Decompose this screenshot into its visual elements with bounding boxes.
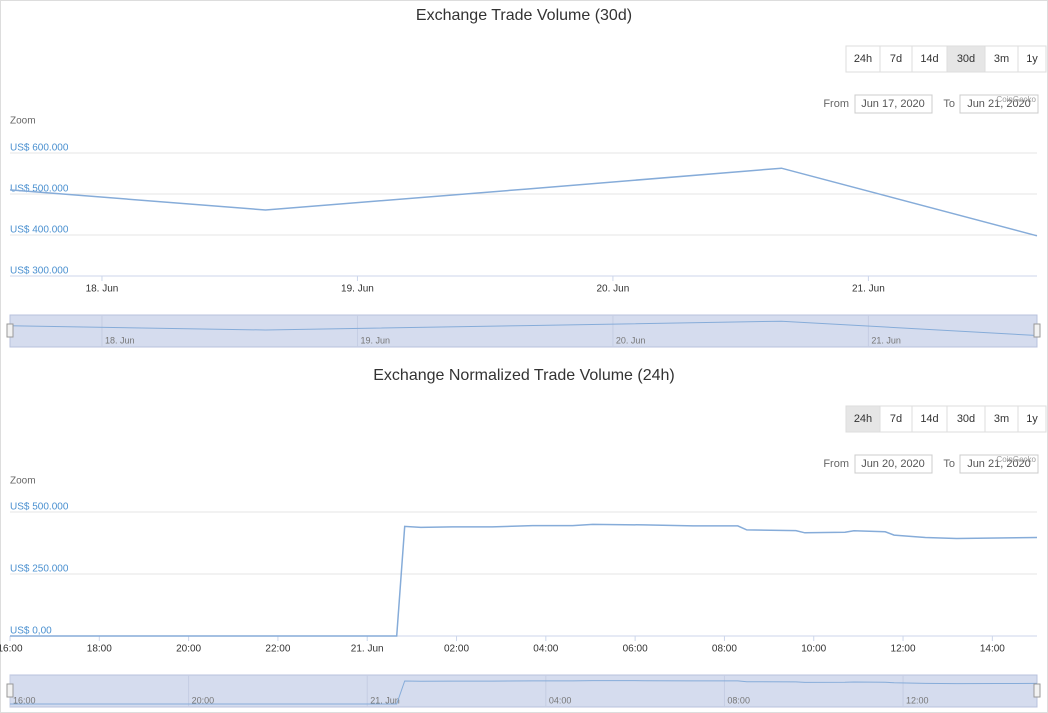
to-value[interactable]: Jun 21, 2020 xyxy=(967,458,1031,470)
navigator-band xyxy=(9,314,1038,348)
series-line xyxy=(10,523,1038,637)
navigator-handle[interactable] xyxy=(6,323,14,338)
x-tick-label: 19. Jun xyxy=(341,284,374,295)
navigator-label: 18. Jun xyxy=(105,335,135,345)
navigator-label: 04:00 xyxy=(549,695,572,705)
from-input[interactable] xyxy=(854,454,933,474)
watermark: CoinGecko xyxy=(996,455,1036,464)
from-input[interactable] xyxy=(854,94,933,114)
range-button-label[interactable]: 7d xyxy=(890,53,902,65)
x-tick-label: 18:00 xyxy=(87,644,112,655)
x-tick-label: 16:00 xyxy=(0,644,23,655)
x-tick-label: 08:00 xyxy=(712,644,737,655)
y-tick-label: US$ 500.000 xyxy=(10,502,69,513)
chart-title: Exchange Normalized Trade Volume (24h) xyxy=(373,367,675,384)
range-button-label[interactable]: 3m xyxy=(994,413,1009,425)
range-button[interactable] xyxy=(1017,405,1047,433)
zoom-label: Zoom xyxy=(10,476,36,487)
x-tick-label: 14:00 xyxy=(980,644,1005,655)
x-tick-label: 06:00 xyxy=(623,644,648,655)
x-tick-label: 21. Jun xyxy=(852,284,885,295)
zoom-label: Zoom xyxy=(10,116,36,127)
x-tick-label: 18. Jun xyxy=(86,284,119,295)
range-button[interactable] xyxy=(946,45,986,73)
to-input[interactable] xyxy=(959,454,1039,474)
range-button-label[interactable]: 7d xyxy=(890,413,902,425)
navigator-handle[interactable] xyxy=(6,683,14,698)
navigator-handle[interactable] xyxy=(1033,683,1041,698)
range-button-label[interactable]: 14d xyxy=(920,53,938,65)
series-line xyxy=(9,167,1038,237)
navigator-label: 20. Jun xyxy=(616,335,646,345)
range-button-label[interactable]: 3m xyxy=(994,53,1009,65)
from-label: From xyxy=(823,98,849,110)
navigator-label: 16:00 xyxy=(13,695,36,705)
navigator-handle[interactable] xyxy=(1033,323,1041,338)
range-button-label[interactable]: 14d xyxy=(920,413,938,425)
to-input[interactable] xyxy=(959,94,1039,114)
x-tick-label: 21. Jun xyxy=(351,644,384,655)
range-button-label[interactable]: 1y xyxy=(1026,53,1038,65)
navigator-label: 20:00 xyxy=(192,695,215,705)
y-tick-label: US$ 600.000 xyxy=(10,143,69,154)
to-value[interactable]: Jun 21, 2020 xyxy=(967,98,1031,110)
navigator-label: 12:00 xyxy=(906,695,929,705)
y-tick-label: US$ 250.000 xyxy=(10,564,69,575)
to-label: To xyxy=(943,458,955,470)
y-tick-label: US$ 0,00 xyxy=(10,626,52,637)
from-value[interactable]: Jun 17, 2020 xyxy=(861,98,925,110)
range-button[interactable] xyxy=(984,45,1019,73)
x-tick-label: 22:00 xyxy=(265,644,290,655)
y-tick-label: US$ 400.000 xyxy=(10,225,69,236)
range-button[interactable] xyxy=(984,405,1019,433)
navigator-label: 08:00 xyxy=(727,695,750,705)
y-tick-label: US$ 300.000 xyxy=(10,266,69,277)
navigator-label: 19. Jun xyxy=(360,335,390,345)
x-tick-label: 04:00 xyxy=(533,644,558,655)
navigator-label: 21. Jun xyxy=(370,695,400,705)
range-button[interactable] xyxy=(845,45,881,73)
chart-title: Exchange Trade Volume (30d) xyxy=(416,7,632,24)
navigator-band xyxy=(9,674,1038,708)
from-label: From xyxy=(823,458,849,470)
navigator-label: 21. Jun xyxy=(871,335,901,345)
x-tick-label: 10:00 xyxy=(801,644,826,655)
from-value[interactable]: Jun 20, 2020 xyxy=(861,458,925,470)
navigator-line xyxy=(9,320,1038,336)
range-button[interactable] xyxy=(1017,45,1047,73)
range-button-label[interactable]: 30d xyxy=(957,413,975,425)
range-button-label[interactable]: 30d xyxy=(957,53,975,65)
range-button-label[interactable]: 24h xyxy=(854,413,872,425)
range-button[interactable] xyxy=(911,405,948,433)
watermark: CoinGecko xyxy=(996,95,1036,104)
range-button-label[interactable]: 24h xyxy=(854,53,872,65)
range-button-label[interactable]: 1y xyxy=(1026,413,1038,425)
x-tick-label: 12:00 xyxy=(891,644,916,655)
x-tick-label: 20:00 xyxy=(176,644,201,655)
navigator-line xyxy=(10,680,1038,705)
y-tick-label: US$ 500.000 xyxy=(10,184,69,195)
range-button[interactable] xyxy=(879,45,913,73)
x-tick-label: 02:00 xyxy=(444,644,469,655)
range-button[interactable] xyxy=(845,405,881,433)
to-label: To xyxy=(943,98,955,110)
x-tick-label: 20. Jun xyxy=(597,284,630,295)
